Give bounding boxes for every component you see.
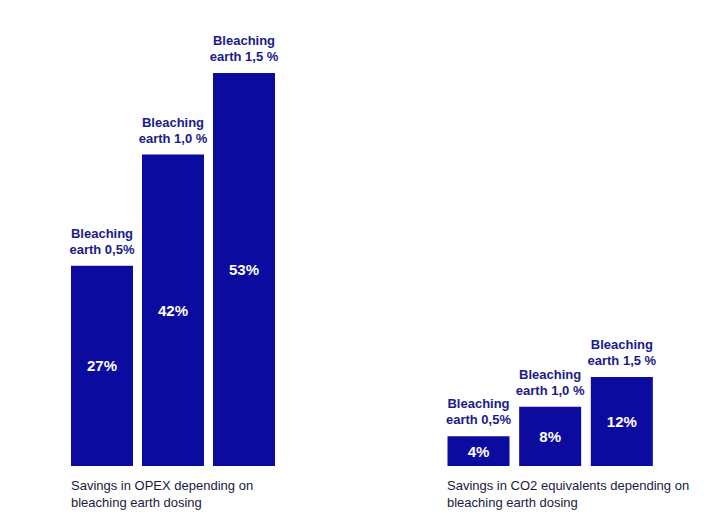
svg-text:earth 0,5%: earth 0,5% [446, 412, 511, 427]
html-text:Savings in OPEX depending on b: Savings in OPEX depending on bleaching e… [71, 478, 254, 510]
svg-text:earth 0,5%: earth 0,5% [69, 242, 134, 257]
svg-text:12%: 12% [607, 413, 637, 430]
svg-text:8%: 8% [539, 428, 561, 445]
svg-text:42%: 42% [158, 302, 188, 319]
svg-text:earth 1,0 %: earth 1,0 % [139, 131, 208, 146]
svg-text:27%: 27% [87, 357, 117, 374]
svg-text:53%: 53% [229, 261, 259, 278]
svg-text:earth 1,0 %: earth 1,0 % [516, 383, 585, 398]
svg-text:earth 1,5 %: earth 1,5 % [588, 353, 657, 368]
svg-text:Bleaching: Bleaching [142, 115, 204, 130]
svg-text:earth 1,5 %: earth 1,5 % [210, 49, 279, 64]
svg-text:4%: 4% [468, 443, 490, 460]
svg-text:Bleaching: Bleaching [519, 367, 581, 382]
svg-text:Bleaching: Bleaching [591, 337, 653, 352]
svg-text:Bleaching: Bleaching [71, 226, 133, 241]
svg-text:Bleaching: Bleaching [213, 33, 275, 48]
svg-text:Bleaching: Bleaching [447, 396, 509, 411]
html-text:Savings in CO2 equivalents dep: Savings in CO2 equivalents depending on … [447, 478, 690, 510]
